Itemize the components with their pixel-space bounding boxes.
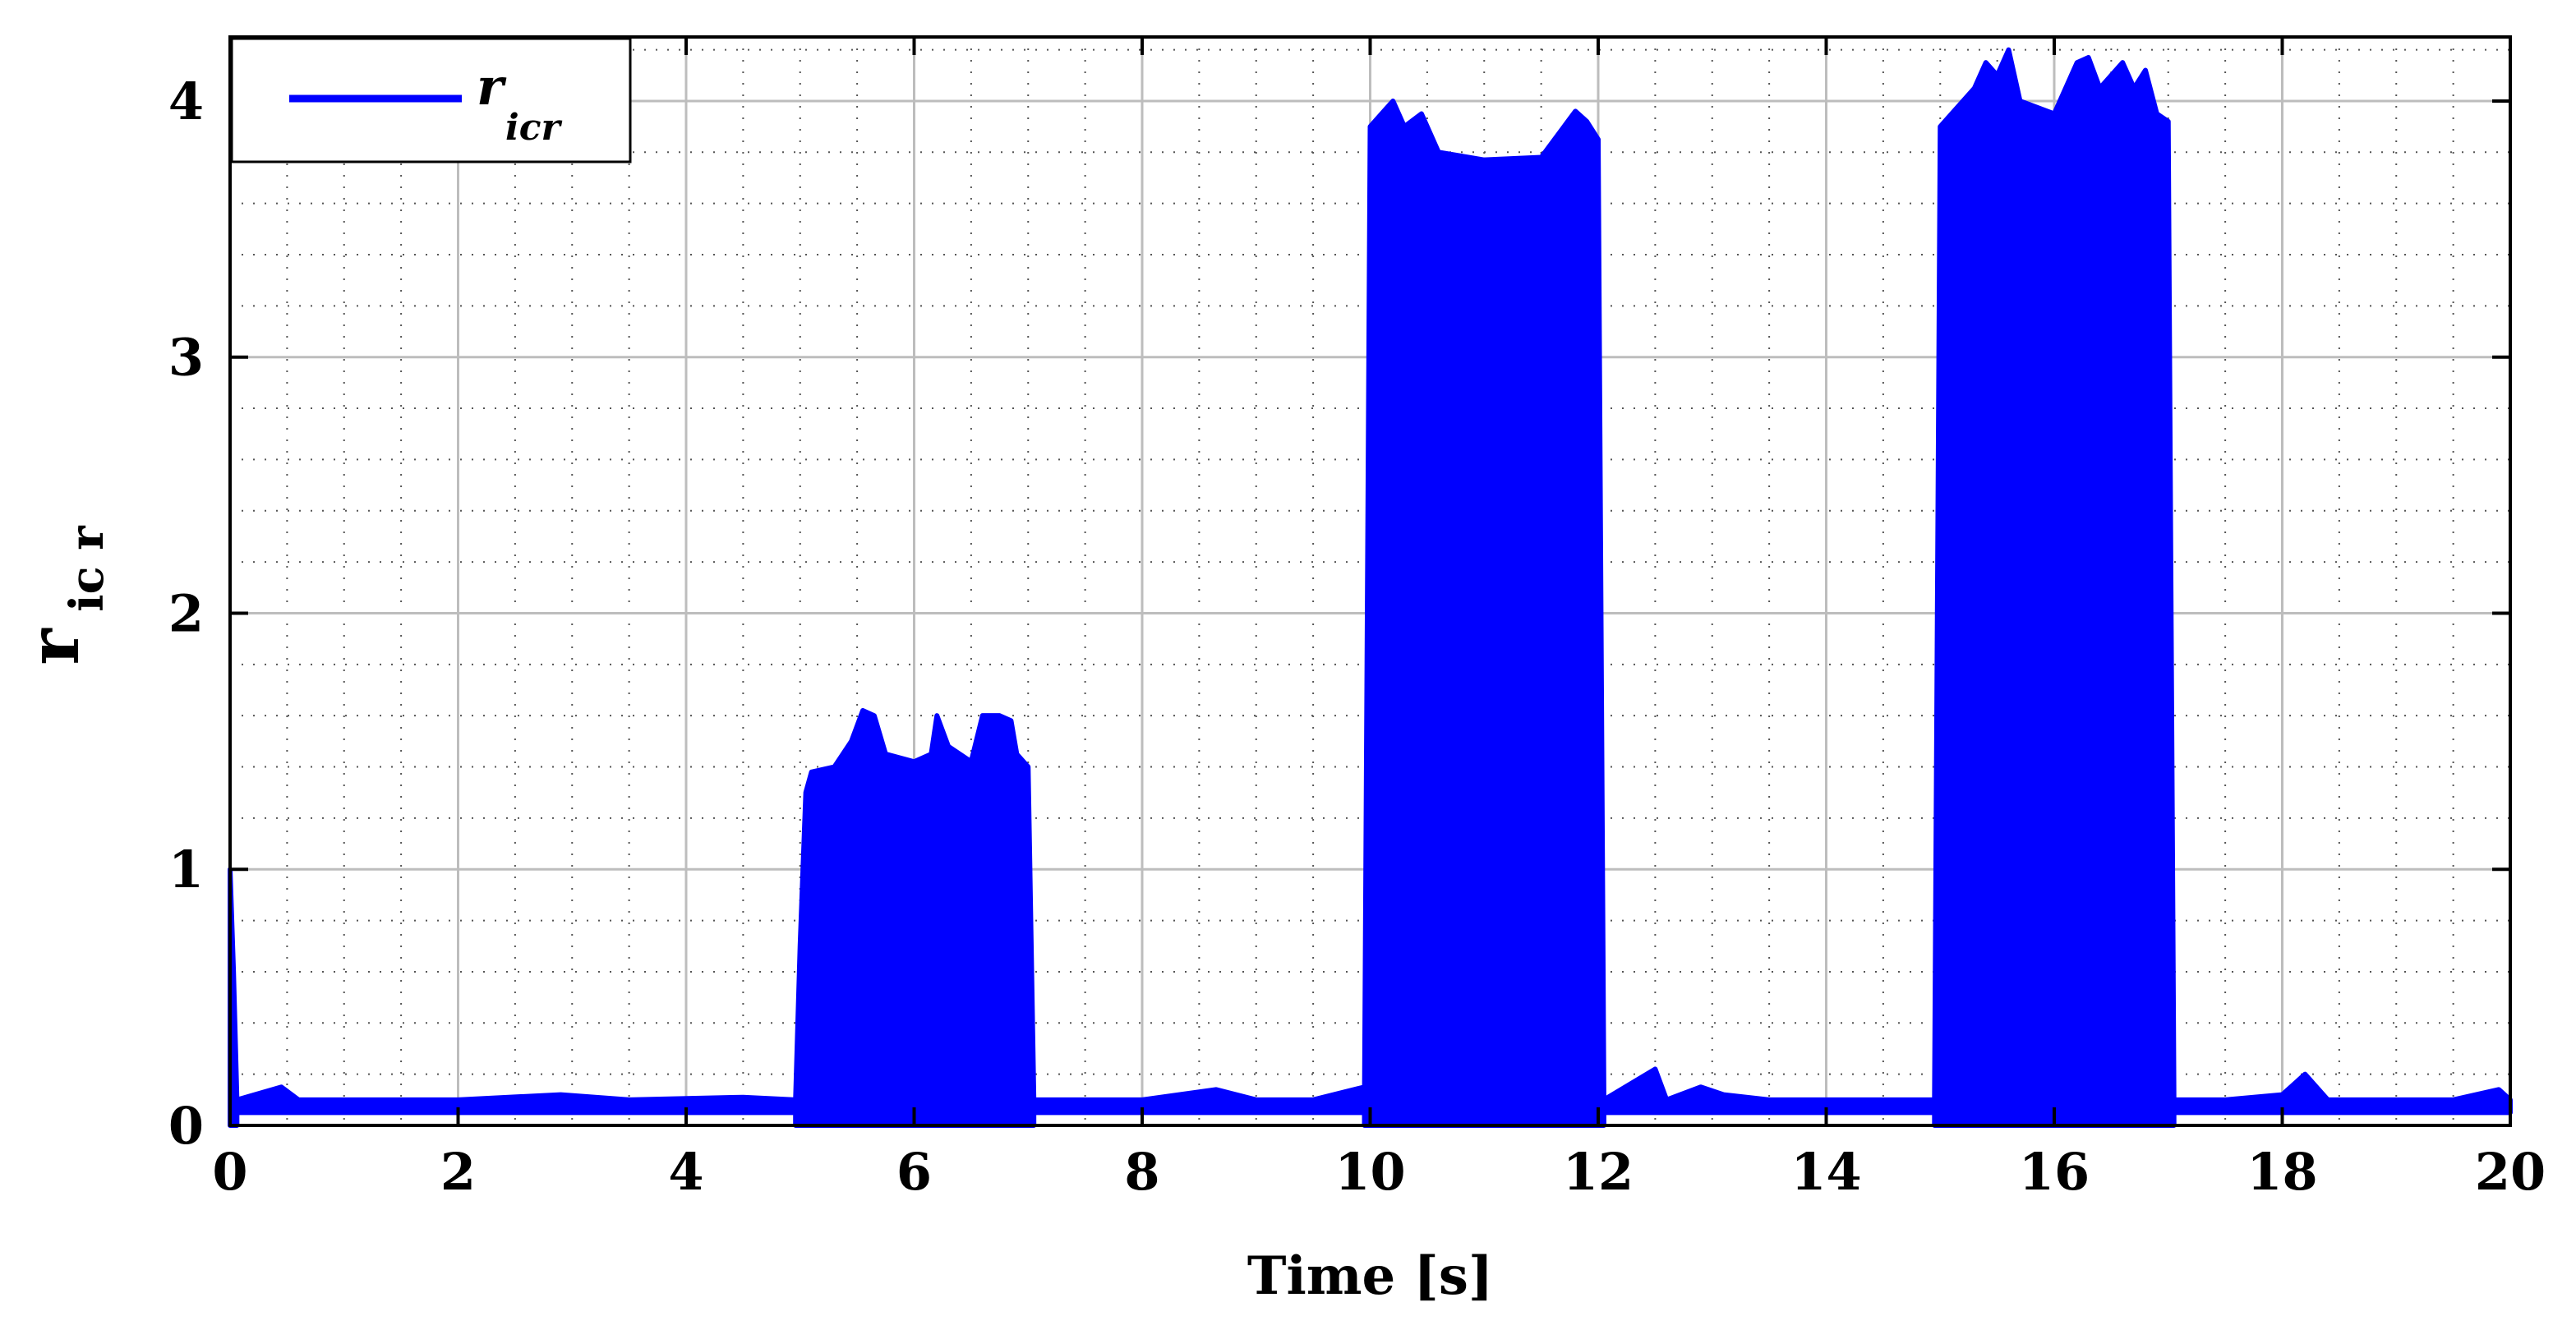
x-tick-label: 14 — [1790, 1142, 1861, 1202]
x-axis-title: Time [s] — [1247, 1245, 1493, 1307]
x-tick-label: 18 — [2247, 1142, 2317, 1202]
y-axis-title: r ic r — [13, 525, 114, 665]
x-tick-label: 0 — [212, 1142, 247, 1202]
y-axis-title-main: r — [13, 628, 94, 665]
series-band — [1601, 1066, 1938, 1116]
series-band — [1362, 98, 1606, 1128]
legend-label-subscript: icr — [505, 107, 563, 149]
series-band — [2171, 1071, 2513, 1116]
x-tick-labels: 0 2 4 6 8 10 12 14 16 18 20 — [212, 1142, 2546, 1202]
legend: r icr — [230, 37, 632, 163]
x-tick-label: 2 — [440, 1142, 476, 1202]
legend-label: r — [477, 57, 507, 117]
x-tick-label: 4 — [668, 1142, 703, 1202]
x-tick-label: 12 — [1563, 1142, 1634, 1202]
series-band — [234, 1084, 799, 1116]
y-tick-label: 4 — [168, 71, 204, 131]
x-tick-label: 16 — [2019, 1142, 2090, 1202]
x-tick-label: 10 — [1334, 1142, 1405, 1202]
y-tick-label: 0 — [168, 1096, 204, 1156]
x-tick-label: 20 — [2475, 1142, 2546, 1202]
series-band — [1932, 47, 2177, 1128]
y-tick-label: 1 — [168, 840, 204, 900]
series-band — [793, 707, 1037, 1128]
y-tick-label: 3 — [168, 328, 204, 388]
x-tick-label: 6 — [896, 1142, 932, 1202]
series-layer — [228, 47, 2513, 1128]
y-tick-label: 2 — [168, 583, 204, 643]
series-band — [1031, 1084, 1367, 1116]
y-tick-labels: 0 1 2 3 4 — [168, 71, 204, 1156]
x-tick-label: 8 — [1124, 1142, 1159, 1202]
y-axis-title-subscript: ic r — [60, 525, 114, 612]
